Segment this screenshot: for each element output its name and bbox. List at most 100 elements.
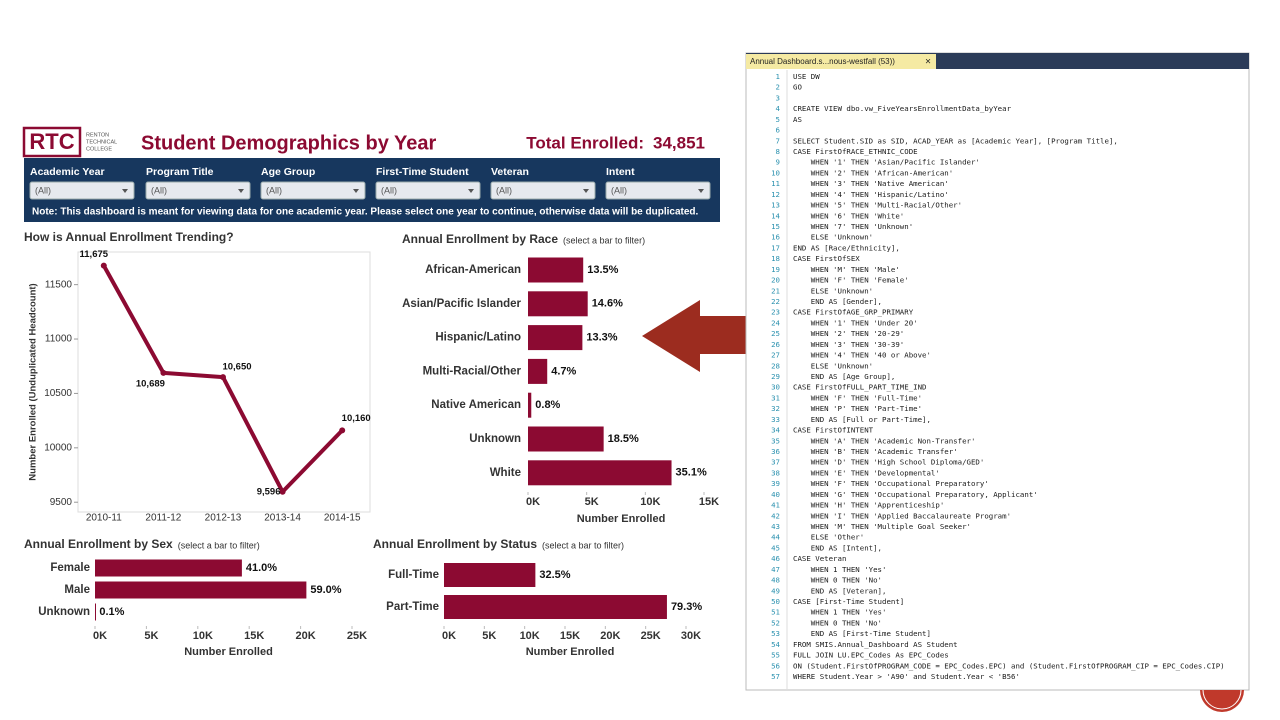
code-line: END AS [Gender], [793,297,882,306]
logo: RTC [29,129,74,154]
code-line: WHEN 'F' THEN 'Female' [793,276,909,285]
code-line: WHEN '4' THEN '40 or Above' [793,351,931,360]
line-number: 31 [771,393,780,402]
line-number: 55 [771,651,780,660]
code-line: SELECT Student.SID as SID, ACAD_YEAR as … [793,136,1118,145]
line-number: 33 [771,415,780,424]
bar-label: 13.3% [586,332,617,344]
x-tick-label: 0K [526,496,540,508]
line-number: 50 [771,597,780,606]
bar[interactable] [444,563,536,587]
filter-label: Intent [606,166,635,178]
tab-close[interactable]: × [925,57,931,68]
tab[interactable] [746,54,936,69]
bar[interactable] [95,603,96,621]
bar[interactable] [528,291,588,317]
line-number: 25 [771,329,780,338]
code-line: WHEN 0 THEN 'No' [793,576,882,585]
code-line: WHEN 'A' THEN 'Academic Non-Transfer' [793,436,975,445]
bar[interactable] [444,595,667,619]
chart-title: Annual Enrollment by Status [373,537,537,551]
bar-label: 35.1% [676,467,707,479]
code-line: WHEN '2' THEN '20-29' [793,329,904,338]
bar[interactable] [528,392,532,418]
x-tick-label: 10K [193,630,213,642]
filter-dropdown[interactable] [145,181,251,200]
code-line: END AS [Intent], [793,543,882,552]
filter-dropdown[interactable] [29,181,135,200]
bar-label: 59.0% [310,584,341,596]
code-line: END AS [Race/Ethnicity], [793,243,900,252]
arrow [642,300,753,372]
code-line: WHEN '4' THEN 'Hispanic/Latino' [793,190,949,199]
bar-label: 79.3% [671,601,702,613]
chart-title: Annual Enrollment by Sex [24,537,173,551]
category-label: Full-Time [388,569,439,581]
line-number: 56 [771,661,780,670]
line-number: 48 [771,576,780,585]
x-tick-label: 5K [144,630,158,642]
bar[interactable] [95,559,242,577]
filter-dropdown[interactable] [490,181,596,200]
code-line: FROM SMIS.Annual_Dashboard AS Student [793,640,958,649]
bar[interactable] [95,581,307,599]
code-line: CREATE VIEW dbo.vw_FiveYearsEnrollmentDa… [793,104,1012,113]
x-tick-label: 20K [600,630,620,642]
filter-dropdown[interactable] [260,181,366,200]
line-number: 26 [771,340,780,349]
dashboard-title: Student Demographics by Year [141,132,436,154]
college: TECHNICAL [86,139,117,145]
bar-label: 18.5% [608,433,639,445]
x-tick-label: 5K [482,630,496,642]
code-line: USE DW [793,72,820,81]
line-number: 8 [776,147,780,156]
college: COLLEGE [86,146,112,152]
x-tick-label: 2014-15 [324,513,361,524]
bar[interactable] [528,257,584,283]
line-number: 11 [771,179,780,188]
filter-label: Academic Year [30,166,105,178]
point-label: 9,596 [257,486,281,497]
line-number: 19 [771,265,780,274]
x-tick-label: 2012-13 [205,513,242,524]
bar[interactable] [528,426,604,452]
line-number: 44 [771,533,780,542]
code-line: WHEN 'P' THEN 'Part-Time' [793,404,922,413]
y-tick-label: 11000 [45,334,73,345]
x-tick-label: 15K [244,630,264,642]
code-line: WHEN 1 THEN 'Yes' [793,608,886,617]
line-number: 15 [771,222,780,231]
bar[interactable] [528,358,548,384]
chart-subtitle: (select a bar to filter) [542,540,624,550]
code-line: ELSE 'Other' [793,533,864,542]
point [160,369,167,376]
line-number: 43 [771,522,780,531]
filter-bar [24,158,720,222]
bar[interactable] [528,460,672,486]
x-tick-label: 5K [585,496,599,508]
category-label: Male [64,584,90,596]
college: RENTON [86,132,109,138]
dropdown-caret [468,189,474,193]
line-number: 6 [776,126,780,135]
bar[interactable] [528,325,583,351]
code-line: WHEN 'D' THEN 'High School Diploma/GED' [793,458,984,467]
dropdown-caret [353,189,359,193]
code-line: WHEN 'M' THEN 'Male' [793,265,900,274]
code-line: AS [793,115,802,124]
filter-value: (All) [611,185,627,195]
point [100,262,107,269]
filter-value: (All) [381,185,397,195]
line-number: 52 [771,618,780,627]
slide-ornament-ring [1202,689,1242,710]
filter-dropdown[interactable] [375,181,481,200]
dropdown-caret [238,189,244,193]
code-line: WHEN 'E' THEN 'Developmental' [793,468,940,477]
point [279,488,286,495]
line-number: 14 [771,211,780,220]
line-number: 53 [771,629,780,638]
filter-dropdown[interactable] [605,181,711,200]
x-tick-label: 30K [681,630,701,642]
line-number: 4 [776,104,781,113]
filter-value: (All) [151,185,167,195]
